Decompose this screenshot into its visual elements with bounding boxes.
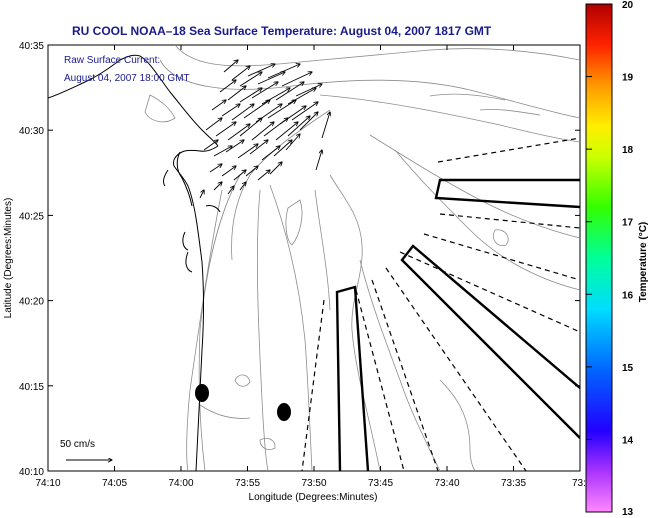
colorbar [585, 3, 613, 513]
coastline [48, 54, 221, 471]
scale-bar-label: 50 cm/s [60, 439, 95, 450]
radar-rays [301, 137, 580, 471]
annotation-line-2: August 04, 2007 18:00 GMT [64, 73, 190, 84]
y-tick-label: 40:25 [19, 211, 44, 222]
x-axis-label: Longitude (Degrees:Minutes) [249, 492, 378, 503]
x-tick-label: 74:05 [102, 478, 127, 489]
x-tick-label: 73:50 [301, 478, 326, 489]
map-title: RU COOL NOAA–18 Sea Surface Temperature:… [72, 24, 492, 38]
isobath-contours [144, 45, 580, 471]
x-tick-label: 73:40 [434, 478, 459, 489]
y-tick-label: 40:20 [19, 297, 44, 308]
filled-markers [195, 384, 291, 421]
marker-dot [195, 384, 209, 402]
colorbar-tick-label: 15 [622, 363, 634, 374]
x-tick-label: 73:45 [368, 478, 393, 489]
y-tick-label: 40:10 [19, 467, 44, 478]
x-tick-label: 73:35 [501, 478, 526, 489]
colorbar-tick-label: 19 [622, 73, 634, 84]
y-axis: 40:35 40:30 40:25 40:20 40:15 40:10 [19, 41, 580, 478]
current-vectors [199, 60, 330, 199]
colorbar-tick-label: 13 [622, 507, 634, 518]
colorbar-tick-label: 16 [622, 290, 634, 301]
colorbar-tick-label: 17 [622, 218, 634, 229]
y-tick-label: 40:15 [19, 382, 44, 393]
marker-dot [277, 403, 291, 421]
colorbar-tick-label: 20 [622, 0, 634, 11]
colorbar-tick-label: 18 [622, 145, 634, 156]
colorbar-tick-label: 14 [622, 435, 634, 446]
x-tick-label: 74:00 [168, 478, 193, 489]
colorbar-label: Temperature (°C) [638, 222, 649, 303]
zone-outlines [335, 178, 580, 471]
y-tick-label: 40:35 [19, 41, 44, 52]
plot-frame [47, 44, 581, 472]
annotation-line-1: Raw Surface Current: [64, 55, 160, 66]
colorbar-ticks: 20 19 18 17 16 15 14 13 [586, 0, 634, 518]
y-axis-label: Latitude (Degrees:Minutes) [3, 198, 14, 319]
x-tick-label: 74:10 [35, 478, 60, 489]
y-tick-label: 40:30 [19, 126, 44, 137]
x-axis: 74:10 74:05 74:00 73:55 73:50 73:45 73:40 73:35… [35, 45, 592, 489]
x-tick-label: 73:3 [572, 478, 592, 489]
x-tick-label: 73:55 [235, 478, 260, 489]
